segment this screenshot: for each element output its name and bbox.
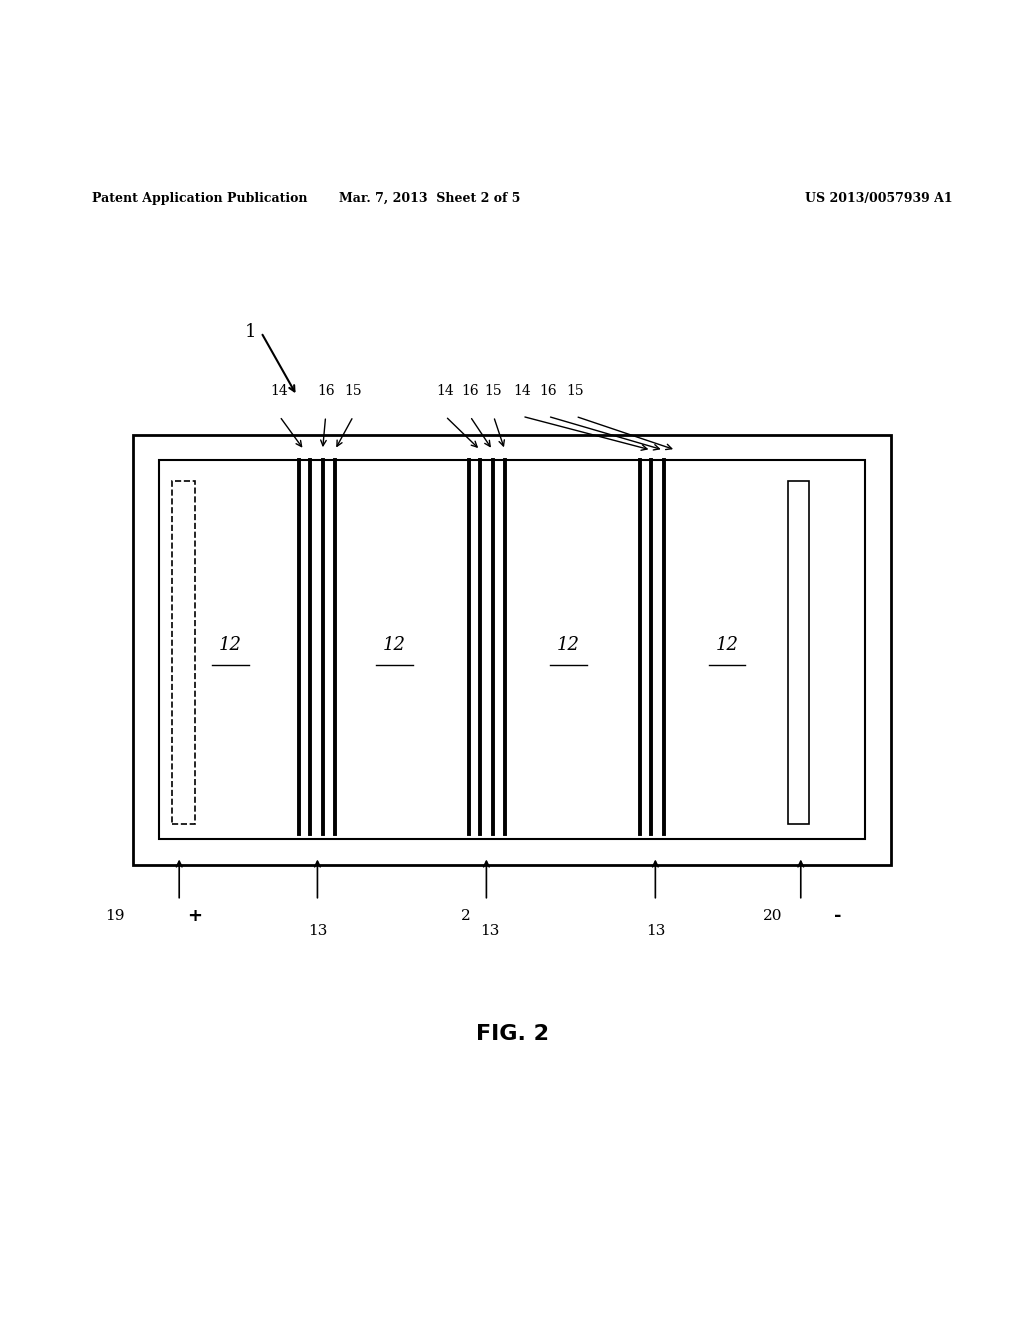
Text: 16: 16 [316, 384, 335, 397]
Text: 14: 14 [513, 384, 531, 397]
Text: 2: 2 [461, 909, 471, 923]
Text: -: - [834, 907, 842, 925]
Bar [133, 434, 891, 865]
Text: 19: 19 [104, 909, 125, 923]
Text: 15: 15 [344, 384, 362, 397]
Text: Mar. 7, 2013  Sheet 2 of 5: Mar. 7, 2013 Sheet 2 of 5 [339, 191, 521, 205]
Text: 13: 13 [480, 924, 499, 939]
Text: 12: 12 [557, 636, 580, 653]
Text: 14: 14 [270, 384, 289, 397]
Bar [788, 480, 809, 824]
Text: FIG. 2: FIG. 2 [475, 1024, 549, 1044]
Text: 15: 15 [566, 384, 585, 397]
Text: 15: 15 [484, 384, 503, 397]
Text: 16: 16 [461, 384, 479, 397]
Bar [159, 461, 865, 840]
Text: 1: 1 [245, 323, 257, 342]
Text: Patent Application Publication: Patent Application Publication [92, 191, 307, 205]
Text: 13: 13 [308, 924, 327, 939]
Bar [172, 480, 195, 824]
Text: 12: 12 [219, 636, 242, 653]
Text: 20: 20 [763, 909, 783, 923]
Text: 16: 16 [539, 384, 557, 397]
Text: 13: 13 [646, 924, 665, 939]
Text: US 2013/0057939 A1: US 2013/0057939 A1 [805, 191, 952, 205]
Text: +: + [187, 907, 202, 925]
Text: 12: 12 [716, 636, 738, 653]
Text: 14: 14 [436, 384, 455, 397]
Text: 12: 12 [383, 636, 406, 653]
